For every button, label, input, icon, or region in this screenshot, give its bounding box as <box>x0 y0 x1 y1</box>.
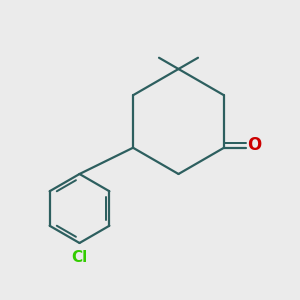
Text: O: O <box>248 136 262 155</box>
Text: Cl: Cl <box>71 250 88 266</box>
